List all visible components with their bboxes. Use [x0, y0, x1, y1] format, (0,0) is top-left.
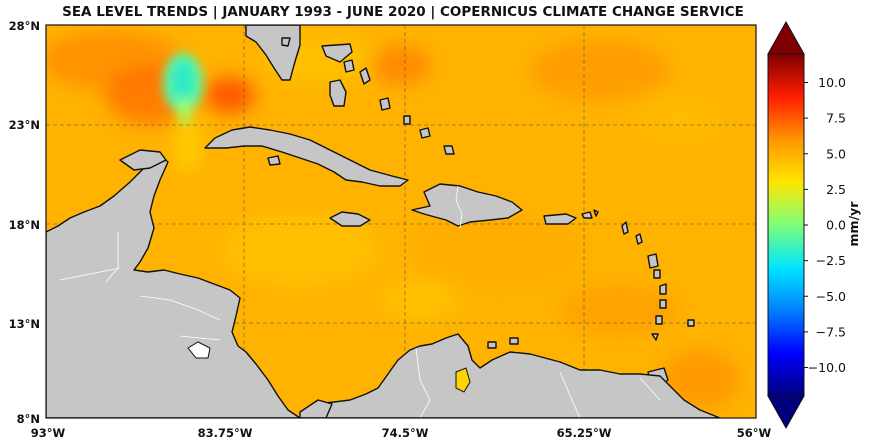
land-cuba [204, 126, 409, 187]
land-bahamas [321, 43, 455, 155]
colorbar-gradient [767, 53, 805, 397]
land-central-america [46, 155, 301, 418]
lake-nicaragua [187, 341, 211, 359]
map-panel [46, 25, 756, 418]
y-tick-label: 23°N [9, 118, 40, 132]
landmasses [46, 25, 721, 418]
lake-maracaibo [455, 367, 471, 393]
colorbar-ticks: 10.0 7.5 5.0 2.5 0.0 −2.5 −5.0 −7.5 −10.0 [804, 75, 846, 375]
colorbar-tick-label: −5.0 [816, 289, 846, 304]
y-tick-label: 28°N [9, 19, 40, 33]
x-tick-label: 93°W [31, 426, 66, 440]
colorbar-bottom-extend [767, 395, 805, 430]
x-tick-label: 83.75°W [198, 426, 253, 440]
colorbar-top-extend [767, 20, 805, 55]
colorbar-tick-label: 0.0 [826, 218, 846, 233]
land-jamaica [329, 211, 371, 227]
colorbar-tick-label: −7.5 [816, 324, 846, 339]
y-tick-label: 13°N [9, 317, 40, 331]
x-tick-label: 65.25°W [557, 426, 612, 440]
land-lesser-antilles [621, 221, 695, 341]
colorbar: 10.0 7.5 5.0 2.5 0.0 −2.5 −5.0 −7.5 −10.0 mm/yr [767, 20, 861, 430]
y-tick-label: 8°N [17, 412, 40, 426]
land-hispaniola [411, 183, 523, 227]
x-tick-label: 74.5°W [382, 426, 429, 440]
map-frame [45, 24, 757, 419]
land-puerto-rico [543, 213, 577, 225]
graticule [46, 25, 756, 418]
colorbar-unit-label: mm/yr [846, 201, 861, 247]
colorbar-tick-label: 2.5 [826, 182, 846, 197]
x-axis-labels: 93°W 83.75°W 74.5°W 65.25°W 56°W [31, 426, 772, 440]
y-tick-label: 18°N [9, 218, 40, 232]
map-title: SEA LEVEL TRENDS | JANUARY 1993 - JUNE 2… [62, 4, 744, 20]
colorbar-tick-label: 10.0 [818, 75, 846, 90]
country-borders [59, 232, 661, 418]
colorbar-tick-label: −10.0 [808, 360, 846, 375]
x-tick-label: 56°W [737, 426, 772, 440]
colorbar-tick-label: −2.5 [816, 253, 846, 268]
colorbar-tick-label: 7.5 [826, 111, 846, 126]
land-south-america [299, 333, 721, 418]
colorbar-tick-label: 5.0 [826, 146, 846, 161]
y-axis-labels: 28°N 23°N 18°N 13°N 8°N [9, 19, 40, 426]
